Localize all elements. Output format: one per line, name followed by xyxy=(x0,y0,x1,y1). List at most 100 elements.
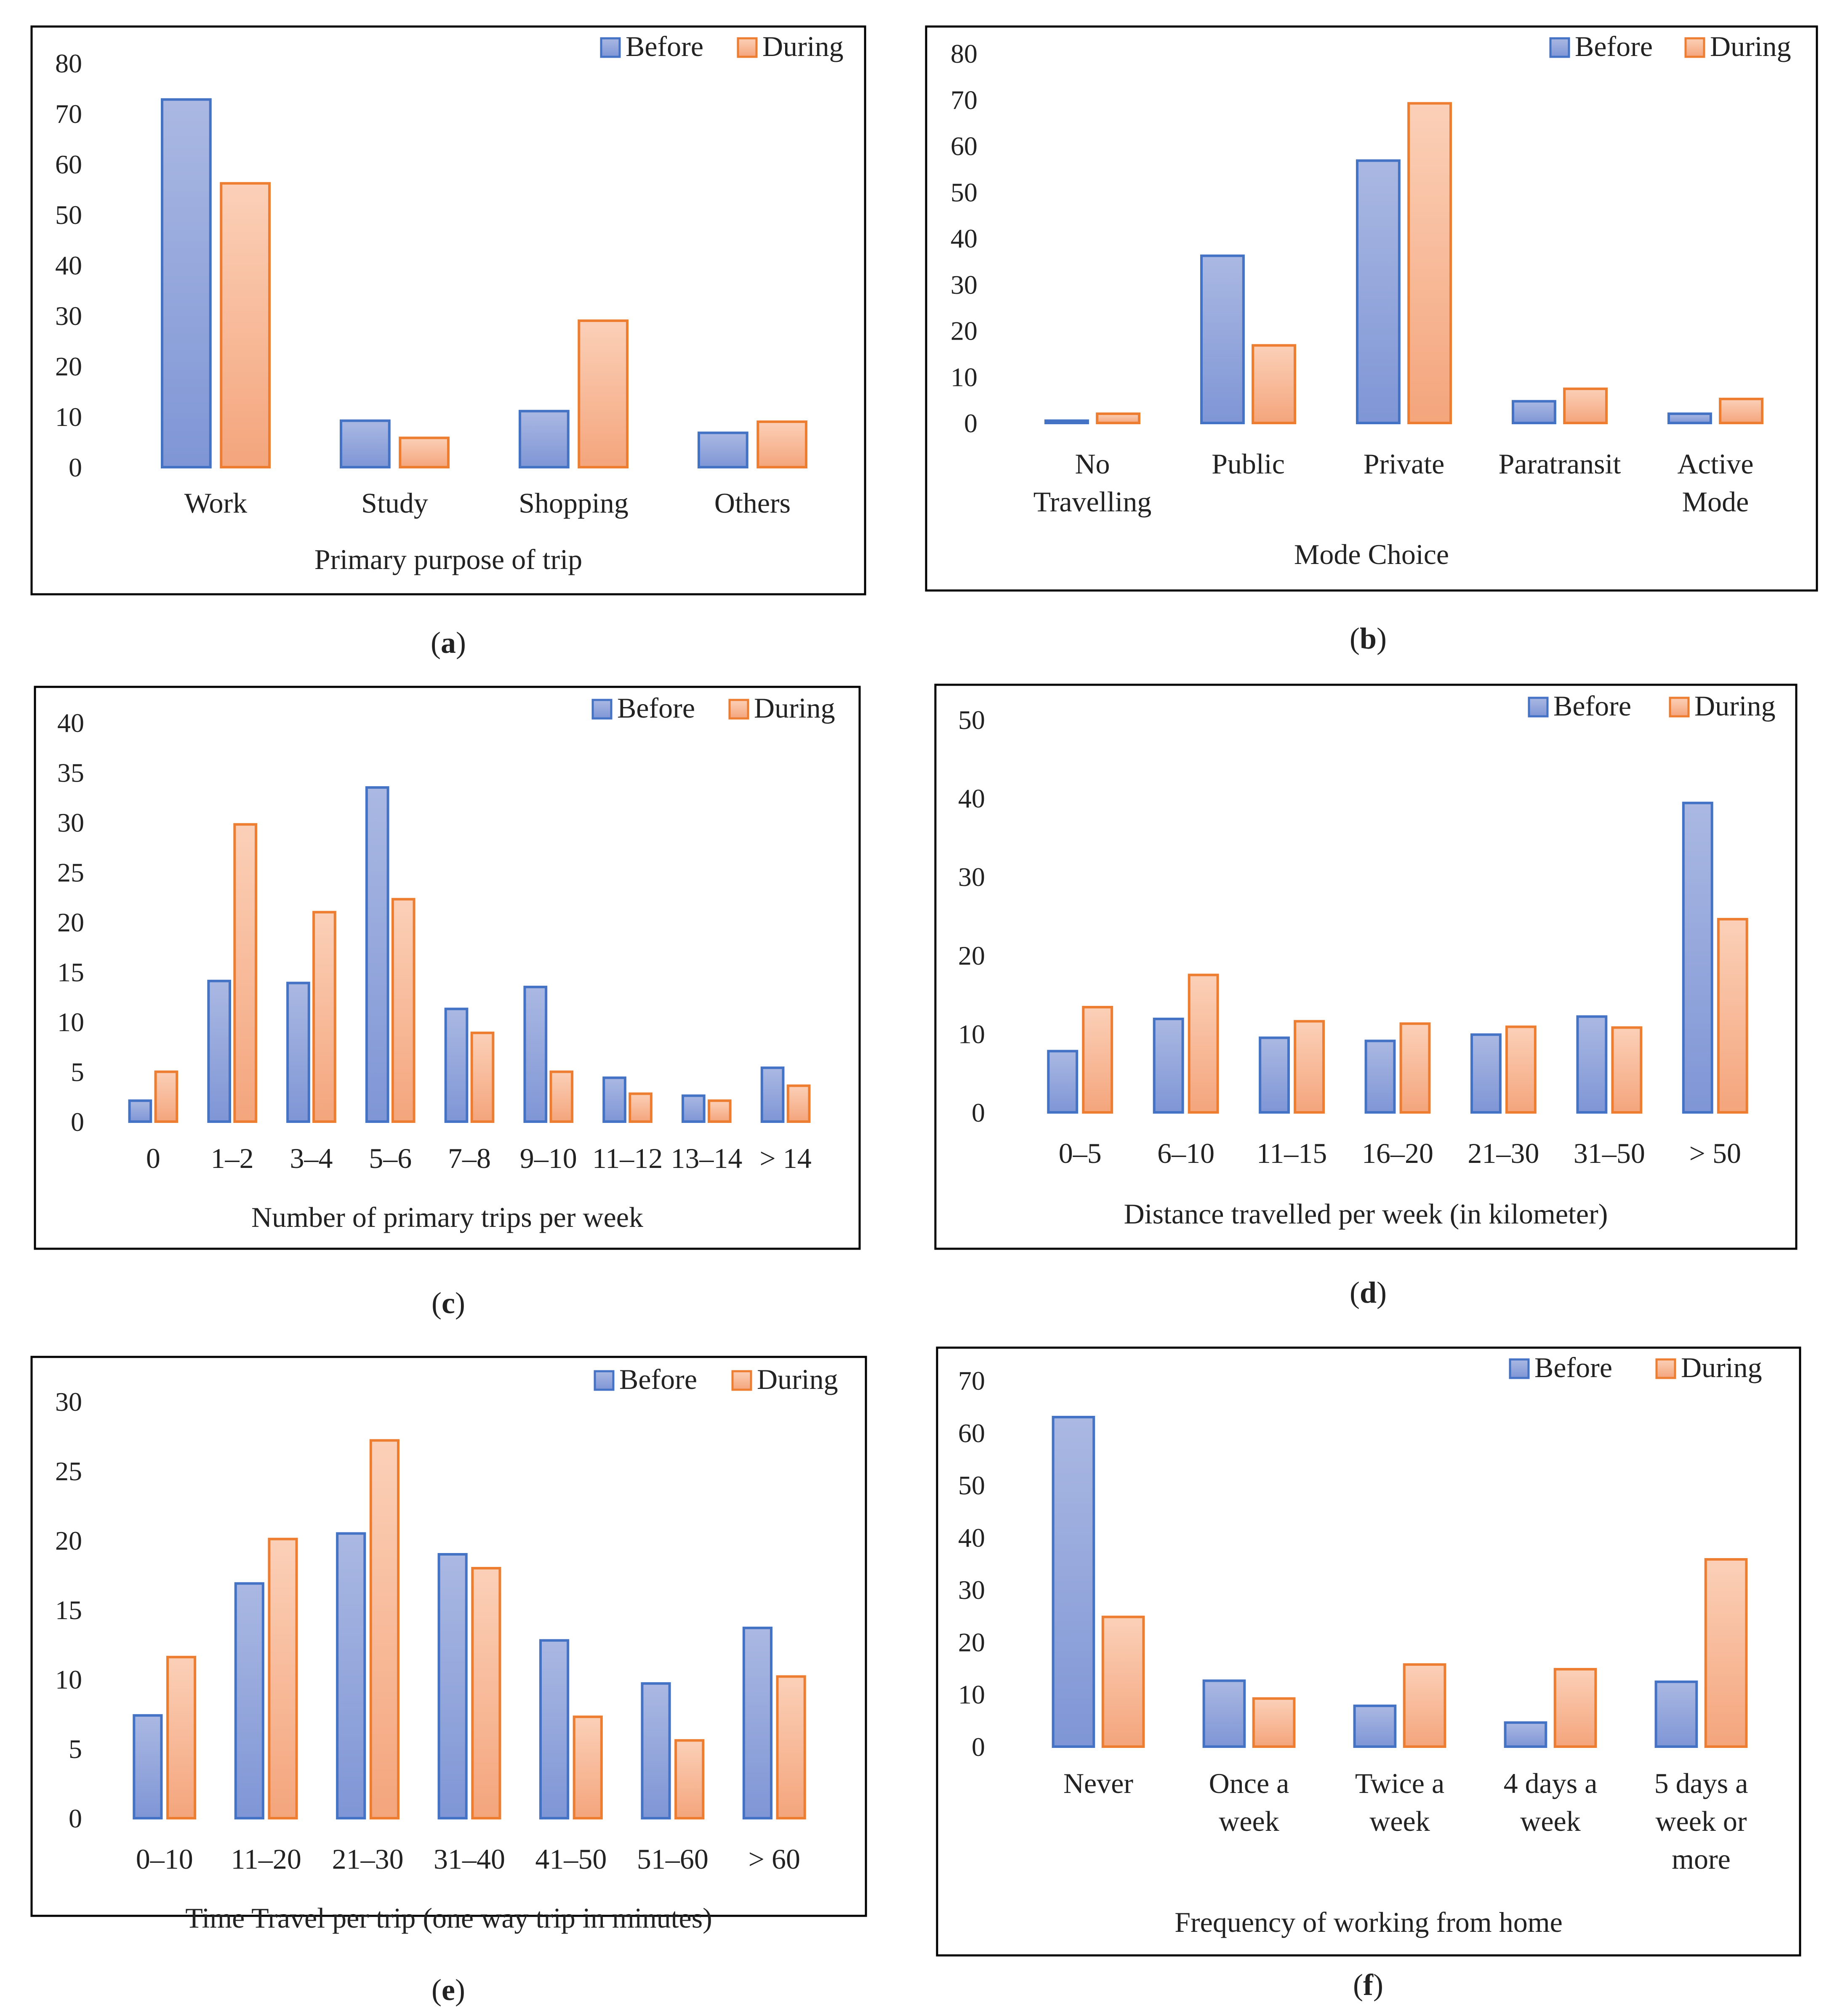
y-tick-label: 15 xyxy=(55,1595,82,1625)
bar-before xyxy=(641,1682,671,1819)
x-category-label: 0–5 xyxy=(1059,1137,1102,1169)
chart-legend: Before During xyxy=(1549,30,1791,62)
bar-before xyxy=(539,1639,570,1820)
panel-caption: (a) xyxy=(431,626,466,660)
bar-during xyxy=(369,1439,399,1819)
y-tick-label: 20 xyxy=(951,316,977,346)
chart-legend: Before During xyxy=(1509,1351,1762,1383)
legend-swatch-during xyxy=(1669,697,1690,718)
chart-legend: Before During xyxy=(600,30,844,62)
y-tick-label: 30 xyxy=(958,1575,985,1605)
bar-during xyxy=(1505,1025,1537,1114)
bar-during xyxy=(391,898,415,1123)
y-tick-label: 20 xyxy=(55,351,82,381)
bar-before xyxy=(1504,1721,1547,1748)
y-tick-label: 30 xyxy=(951,270,977,300)
chart-frame xyxy=(936,1346,1801,1957)
y-tick-label: 10 xyxy=(57,1007,84,1037)
y-tick-label: 30 xyxy=(57,808,84,838)
bar-before xyxy=(760,1067,785,1123)
bar-before xyxy=(602,1076,626,1123)
bar-before xyxy=(1356,159,1401,424)
legend-swatch-before xyxy=(1509,1358,1530,1379)
legend-swatch-during xyxy=(1655,1358,1676,1379)
y-tick-label: 30 xyxy=(55,1387,82,1417)
bar-before xyxy=(1052,1416,1095,1748)
bar-during xyxy=(166,1656,197,1819)
chart-panel-d: 0 10 20 30 40 50 0–5 6–10 11–15 16–20 21–30 31–50 > … xyxy=(934,684,1798,1309)
x-category-label: 5 days a week or more xyxy=(1654,1767,1748,1875)
legend-swatch-before xyxy=(600,37,621,58)
y-tick-label: 20 xyxy=(57,907,84,937)
legend-swatch-before xyxy=(591,699,613,720)
x-category-label: 11–12 xyxy=(592,1142,663,1174)
y-tick-label: 40 xyxy=(951,223,977,253)
x-category-label: 7–8 xyxy=(448,1142,491,1174)
x-category-label: > 60 xyxy=(748,1843,800,1875)
bar-during xyxy=(1719,397,1764,424)
bar-before xyxy=(1576,1015,1608,1114)
y-tick-label: 60 xyxy=(951,131,977,161)
bar-before xyxy=(1667,412,1712,424)
bar-before xyxy=(234,1582,264,1820)
x-category-label: Public xyxy=(1212,448,1285,480)
y-tick-label: 20 xyxy=(55,1526,82,1556)
y-tick-label: 0 xyxy=(69,452,82,482)
legend-swatch-before xyxy=(1549,37,1570,58)
bar-during xyxy=(1188,973,1219,1114)
x-category-label: 9–10 xyxy=(520,1142,577,1174)
y-tick-label: 5 xyxy=(71,1057,84,1087)
x-category-label: Work xyxy=(184,487,247,519)
y-tick-label: 0 xyxy=(972,1732,985,1762)
bar-before xyxy=(1200,254,1245,425)
bar-during xyxy=(1082,1005,1113,1114)
bar-before xyxy=(1044,419,1089,425)
legend-label-during: During xyxy=(757,1363,838,1395)
legend-label-before: Before xyxy=(626,30,703,62)
x-category-label: 0–10 xyxy=(136,1843,193,1875)
panel-caption: (c) xyxy=(431,1286,465,1320)
bar-during xyxy=(470,1032,495,1123)
bar-during xyxy=(756,420,807,468)
y-tick-label: 10 xyxy=(55,402,82,432)
x-category-label: Others xyxy=(714,487,791,519)
y-tick-label: 10 xyxy=(958,1680,985,1710)
legend-swatch-during xyxy=(728,699,749,720)
bar-during xyxy=(220,182,271,469)
legend-swatch-during xyxy=(737,37,758,58)
x-category-label: 31–40 xyxy=(434,1843,505,1875)
x-category-label: 11–15 xyxy=(1257,1137,1327,1169)
x-category-label: Never xyxy=(1063,1767,1133,1799)
y-tick-label: 60 xyxy=(55,149,82,179)
chart-frame xyxy=(925,25,1818,592)
bar-before xyxy=(1682,801,1713,1114)
y-tick-label: 0 xyxy=(69,1803,82,1833)
x-category-label: 6–10 xyxy=(1157,1137,1214,1169)
legend-label-before: Before xyxy=(1553,690,1631,722)
y-tick-label: 70 xyxy=(951,85,977,115)
chart-panel-b: 0 10 20 30 40 50 60 70 80 No Travelling Public Priva… xyxy=(925,25,1818,655)
bar-during xyxy=(786,1084,811,1123)
bar-during xyxy=(629,1092,653,1123)
bar-before xyxy=(1047,1050,1079,1114)
x-category-label: 5–6 xyxy=(369,1142,412,1174)
y-tick-label: 50 xyxy=(951,177,977,207)
bar-during xyxy=(707,1099,732,1123)
bar-before xyxy=(1470,1033,1502,1114)
x-category-label: 1–2 xyxy=(211,1142,254,1174)
bar-before xyxy=(336,1532,366,1819)
y-tick-label: 80 xyxy=(951,39,977,69)
legend-swatch-before xyxy=(1528,697,1549,718)
x-axis-title: Mode Choice xyxy=(1294,538,1449,570)
bar-before xyxy=(698,431,748,469)
chart-frame xyxy=(34,686,861,1250)
bar-during xyxy=(471,1567,501,1819)
bar-before xyxy=(128,1099,152,1123)
bar-during xyxy=(268,1537,298,1819)
y-tick-label: 0 xyxy=(972,1098,985,1128)
bar-during xyxy=(674,1739,705,1820)
bar-during xyxy=(1403,1663,1446,1748)
y-tick-label: 80 xyxy=(55,48,82,78)
x-category-label: Twice a week xyxy=(1355,1767,1444,1837)
bar-during xyxy=(1563,387,1608,424)
